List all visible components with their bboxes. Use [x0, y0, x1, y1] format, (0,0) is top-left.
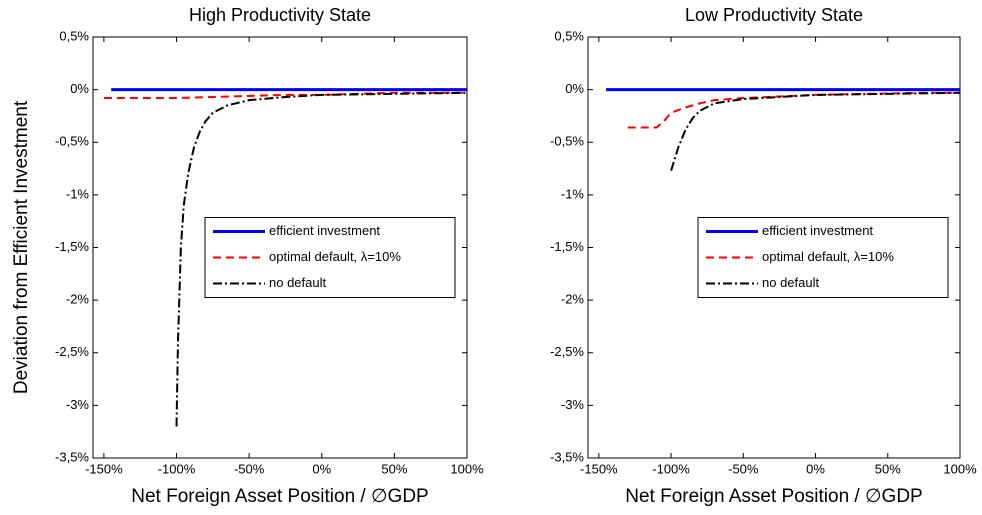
y-tick-label: -1,5%	[550, 239, 584, 254]
x-tick-label: -150%	[580, 461, 618, 476]
chart-title: High Productivity State	[189, 5, 371, 25]
y-tick-label: -0,5%	[550, 134, 584, 149]
series-line	[103, 91, 467, 100]
y-tick-label: 0,5%	[554, 28, 584, 43]
legend-label: no default	[269, 275, 326, 290]
x-tick-label: 0%	[806, 461, 825, 476]
y-tick-label: -3,5%	[550, 449, 584, 464]
legend-label: efficient investment	[269, 223, 380, 238]
y-tick-label: 0%	[70, 81, 89, 96]
y-tick-label: -1,5%	[55, 239, 89, 254]
x-axis-label: Net Foreign Asset Position / ∅GDP	[131, 486, 428, 507]
legend: efficient investment optimal default, λ=1…	[697, 217, 949, 298]
x-axis-label: Net Foreign Asset Position / ∅GDP	[625, 486, 922, 507]
x-tick-label: -100%	[158, 461, 196, 476]
series-line	[175, 91, 468, 427]
legend: efficient investment optimal default, λ=1…	[204, 217, 456, 298]
x-tick-label: -50%	[234, 461, 265, 476]
y-tick-label: -1%	[66, 186, 90, 201]
legend-label: optimal default, λ=10%	[762, 249, 894, 264]
y-tick-label: -2,5%	[550, 344, 584, 359]
x-tick-label: -150%	[85, 461, 123, 476]
chart-title: Low Productivity State	[685, 5, 863, 25]
axes-frame	[587, 36, 961, 459]
x-tick-label: 50%	[875, 461, 901, 476]
y-tick-label: -3%	[561, 397, 585, 412]
legend-label: no default	[762, 275, 819, 290]
legend-label: optimal default, λ=10%	[269, 249, 401, 264]
y-tick-label: -2%	[66, 292, 90, 307]
x-tick-label: 100%	[450, 461, 484, 476]
x-tick-label: 100%	[943, 461, 977, 476]
y-tick-label: -0,5%	[55, 134, 89, 149]
series-line	[627, 91, 960, 129]
y-tick-label: -1%	[561, 186, 585, 201]
y-axis-label: Deviation from Efficient Investment	[11, 100, 32, 394]
axes-frame	[92, 36, 468, 459]
y-tick-label: -2%	[561, 292, 585, 307]
y-tick-label: 0,5%	[59, 28, 89, 43]
y-tick-label: -2,5%	[55, 344, 89, 359]
x-tick-label: 0%	[312, 461, 331, 476]
y-tick-label: 0%	[565, 81, 584, 96]
x-tick-label: -50%	[728, 461, 759, 476]
x-tick-label: 50%	[381, 461, 407, 476]
x-tick-label: -100%	[652, 461, 690, 476]
y-tick-label: -3,5%	[55, 449, 89, 464]
series-line	[670, 91, 961, 171]
y-tick-label: -3%	[66, 397, 90, 412]
legend-label: efficient investment	[762, 223, 873, 238]
